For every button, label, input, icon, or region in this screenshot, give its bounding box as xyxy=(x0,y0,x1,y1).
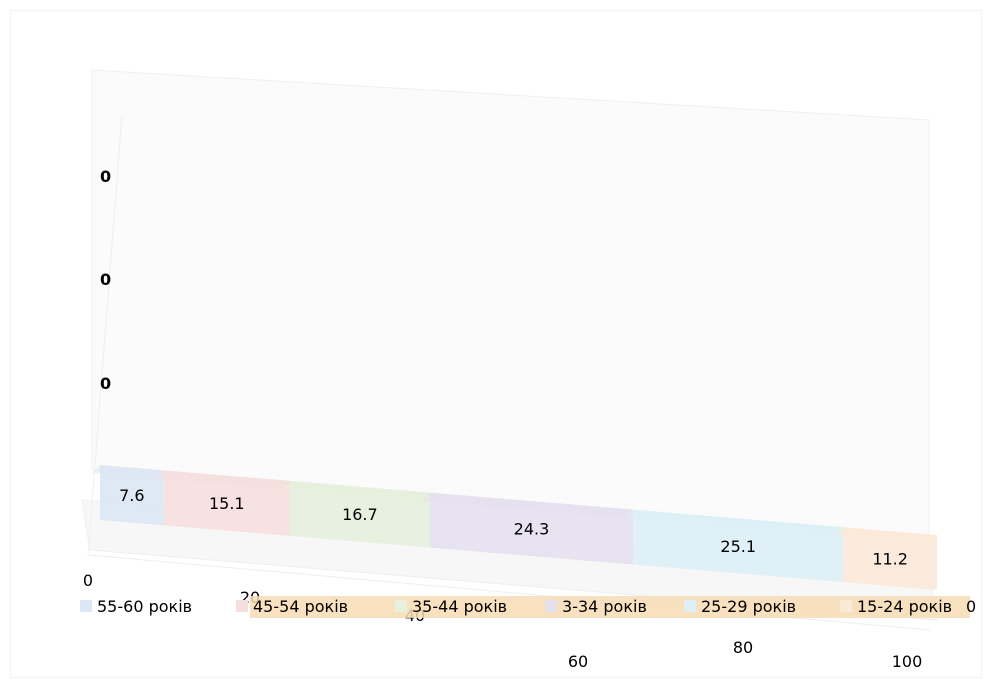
data-label: 15.1 xyxy=(209,494,245,513)
legend-item-3: 35-44 років xyxy=(412,597,507,616)
data-label: 24.3 xyxy=(514,520,550,539)
x-tick-label: 60 xyxy=(568,652,588,671)
bar-segment-6 xyxy=(843,527,937,590)
x-tick-label: 100 xyxy=(892,652,923,671)
legend-item-5: 25-29 років xyxy=(701,597,796,616)
legend-item-1: 55-60 років xyxy=(97,597,192,616)
bar-top-5 xyxy=(625,509,844,536)
bar-top-6 xyxy=(835,527,937,543)
chart-frame xyxy=(10,10,982,678)
legend-band xyxy=(250,596,970,618)
z-tick-label: 0 xyxy=(100,167,111,186)
legend-item-4: 3-34 років xyxy=(562,597,647,616)
data-label: 11.2 xyxy=(872,550,908,569)
data-label: 16.7 xyxy=(342,505,378,524)
bar-top-4 xyxy=(421,492,634,518)
data-label: 7.6 xyxy=(119,486,144,505)
z-tick-label: 0 xyxy=(100,270,111,289)
legend-item-6: 15-24 років xyxy=(857,597,952,616)
x-tick-label: 0 xyxy=(83,571,93,590)
data-label: 25.1 xyxy=(720,537,756,556)
z-axis-line xyxy=(87,114,123,556)
legend-axis-label: 0 xyxy=(966,597,976,616)
legend-swatch xyxy=(80,600,92,612)
legend-swatch xyxy=(236,600,248,612)
legend-item-2: 45-54 років xyxy=(253,597,348,616)
legend-swatch xyxy=(684,600,696,612)
x-tick-label: 80 xyxy=(733,638,753,657)
back-wall xyxy=(91,69,930,541)
z-tick-label: 0 xyxy=(100,374,111,393)
legend-swatch xyxy=(545,600,557,612)
legend-swatch xyxy=(840,600,852,612)
bar-segment-1 xyxy=(100,465,164,526)
legend-swatch xyxy=(395,600,407,612)
bar-top-1 xyxy=(92,465,164,479)
bar-top-2 xyxy=(155,470,290,489)
bar-top-3 xyxy=(281,480,430,501)
